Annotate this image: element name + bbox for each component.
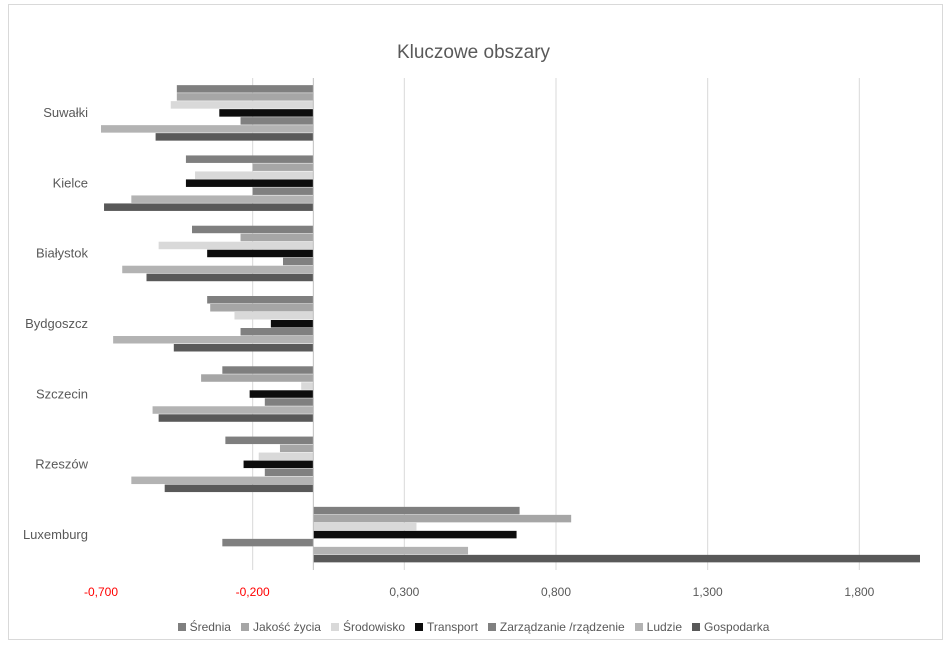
- bar: [252, 163, 314, 171]
- legend-swatch: [330, 623, 339, 631]
- bar: [195, 171, 314, 179]
- bar: [101, 125, 314, 133]
- bar: [225, 436, 314, 445]
- bar: [158, 414, 314, 422]
- bar: [222, 538, 314, 547]
- x-tick-label: 1,300: [693, 585, 723, 599]
- bar: [155, 133, 314, 141]
- bar: [152, 406, 314, 414]
- legend-swatch: [177, 623, 186, 631]
- bar: [234, 312, 314, 320]
- bar: [301, 382, 314, 390]
- bar: [279, 444, 314, 453]
- legend-swatch: [415, 623, 424, 631]
- chart-title: Kluczowe obszary: [396, 42, 551, 63]
- legend-item: Środowisko: [330, 620, 406, 634]
- bar: [252, 187, 314, 195]
- legend: Średnia Jakość życia Środowisko Transport Za…: [0, 620, 947, 634]
- bar: [258, 452, 314, 461]
- legend-label: Środowisko: [342, 620, 406, 634]
- legend-item: Ludzie: [634, 620, 683, 634]
- bar: [158, 241, 314, 250]
- bar: [313, 522, 417, 531]
- bar: [313, 514, 572, 523]
- legend-swatch: [692, 623, 701, 631]
- legend-label: Zarządzanie /rządzenie: [499, 620, 625, 634]
- bar: [104, 203, 314, 211]
- legend-item: Transport: [415, 620, 478, 634]
- category-label: Rzeszów: [35, 457, 88, 472]
- bar: [313, 554, 920, 563]
- bar: [176, 93, 314, 101]
- category-label: Luxemburg: [23, 527, 88, 542]
- x-tick-label: 1,800: [844, 585, 874, 599]
- x-tick-label: 0,800: [541, 585, 571, 599]
- legend-label: Średnia: [189, 620, 231, 634]
- bar: [270, 320, 314, 328]
- category-label: Białystok: [36, 246, 89, 261]
- bar: [201, 374, 314, 382]
- bar: [122, 265, 314, 274]
- legend-swatch: [634, 623, 643, 631]
- x-tick-label: -0,700: [84, 585, 118, 599]
- bar: [131, 195, 314, 203]
- bar: [207, 296, 314, 304]
- bar: [185, 179, 314, 187]
- legend-swatch: [240, 623, 249, 631]
- category-label: Bydgoszcz: [25, 316, 88, 331]
- bar: [222, 366, 314, 374]
- bar: [185, 155, 314, 163]
- bar: [240, 328, 314, 336]
- bar: [240, 233, 314, 242]
- bar: [240, 117, 314, 125]
- bar: [164, 484, 314, 493]
- x-tick-label: 0,300: [389, 585, 419, 599]
- legend-label: Jakość życia: [252, 620, 321, 634]
- bar: [207, 249, 314, 258]
- legend-label: Ludzie: [646, 620, 683, 634]
- legend-swatch: [487, 623, 496, 631]
- legend-item: Zarządzanie /rządzenie: [487, 620, 625, 634]
- bar: [264, 398, 314, 406]
- x-tick-label: -0,200: [236, 585, 270, 599]
- bar: [210, 304, 314, 312]
- legend-item: Jakość życia: [240, 620, 321, 634]
- bar: [219, 109, 314, 117]
- bar: [146, 273, 314, 282]
- bar: [264, 468, 314, 477]
- legend-label: Gospodarka: [704, 620, 770, 634]
- bar: [313, 546, 469, 555]
- bar: [170, 101, 314, 109]
- bar: [192, 225, 314, 234]
- category-label: Szczecin: [36, 386, 88, 401]
- bar: [176, 85, 314, 93]
- legend-item: Średnia: [177, 620, 231, 634]
- category-label: Suwałki: [43, 105, 88, 120]
- bar: [283, 257, 314, 266]
- bar: [313, 506, 520, 515]
- bar: [243, 460, 314, 469]
- bar: [113, 336, 314, 344]
- legend-label: Transport: [427, 620, 478, 634]
- bar: [173, 344, 314, 352]
- bar: [313, 530, 517, 539]
- bar: [249, 390, 314, 398]
- legend-item: Gospodarka: [692, 620, 769, 634]
- category-label: Kielce: [53, 175, 88, 190]
- bar: [131, 476, 314, 485]
